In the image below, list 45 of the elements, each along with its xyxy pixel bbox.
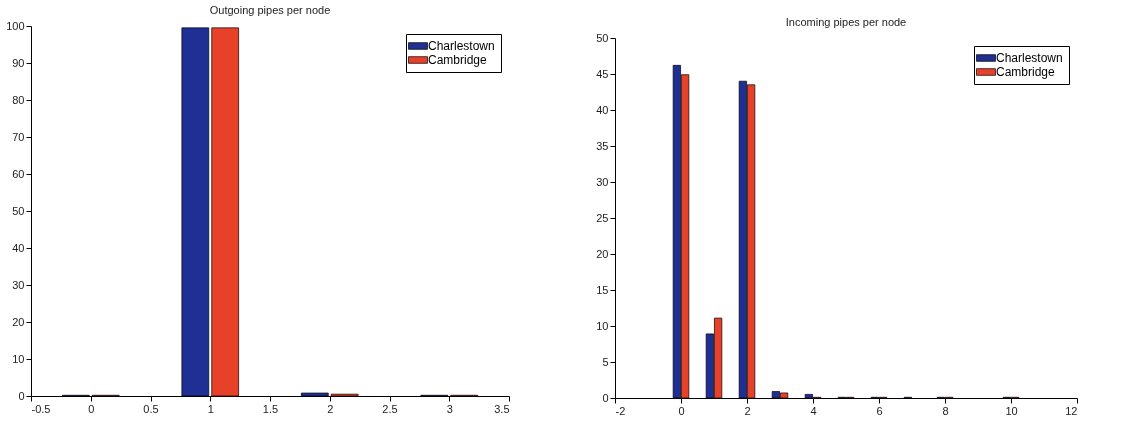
- y-tick-label: 20: [12, 315, 25, 328]
- y-tick-label: 60: [12, 167, 25, 180]
- y-tick-label: 5: [602, 355, 609, 368]
- y-tick-label: 90: [12, 56, 25, 69]
- x-tick-label: 12: [1065, 404, 1078, 417]
- x-tick-label: -2: [615, 404, 626, 417]
- x-tick-label: 1.5: [262, 402, 279, 415]
- x-tick-label: 3: [446, 402, 453, 415]
- x-tick-label: 0.5: [143, 402, 159, 415]
- chart-title: Incoming pipes per node: [785, 16, 907, 28]
- y-tick-label: 50: [12, 204, 25, 217]
- y-tick-label: 0: [18, 389, 25, 402]
- y-tick-label: 10: [12, 352, 25, 365]
- y-tick-label: 20: [596, 247, 609, 260]
- x-tick-label: 8: [942, 404, 949, 417]
- legend-label: Cambridge: [428, 53, 488, 67]
- y-tick-label: 0: [602, 391, 609, 404]
- y-tick-label: 25: [596, 211, 609, 224]
- chart-title: Outgoing pipes per node: [209, 4, 331, 16]
- x-tick-label: 2.5: [382, 402, 398, 415]
- x-tick-label: 3.5: [494, 402, 510, 415]
- x-tick-label: 0: [88, 402, 95, 415]
- y-tick-label: 40: [12, 241, 25, 254]
- x-tick-label: -0.5: [31, 402, 51, 415]
- y-tick-label: 50: [596, 31, 609, 44]
- y-tick-label: 10: [596, 319, 609, 332]
- y-tick-label: 15: [596, 283, 609, 296]
- x-tick-label: 0: [678, 404, 685, 417]
- y-tick-label: 45: [596, 67, 609, 80]
- y-tick-label: 30: [596, 175, 609, 188]
- x-tick-label: 6: [876, 404, 883, 417]
- x-tick-label: 10: [1005, 404, 1018, 417]
- legend-label: Charlestown: [428, 39, 495, 53]
- legend-label: Cambridge: [996, 65, 1056, 79]
- x-tick-label: 2: [327, 402, 334, 415]
- y-tick-label: 80: [12, 93, 25, 106]
- x-tick-label: 2: [744, 404, 751, 417]
- y-tick-label: 40: [596, 103, 609, 116]
- y-tick-label: 35: [596, 139, 609, 152]
- x-tick-label: 1: [207, 402, 214, 415]
- y-tick-label: 30: [12, 278, 25, 291]
- y-tick-label: 70: [12, 130, 25, 143]
- legend-label: Charlestown: [996, 51, 1063, 65]
- x-tick-label: 4: [810, 404, 817, 417]
- y-tick-label: 100: [6, 19, 25, 32]
